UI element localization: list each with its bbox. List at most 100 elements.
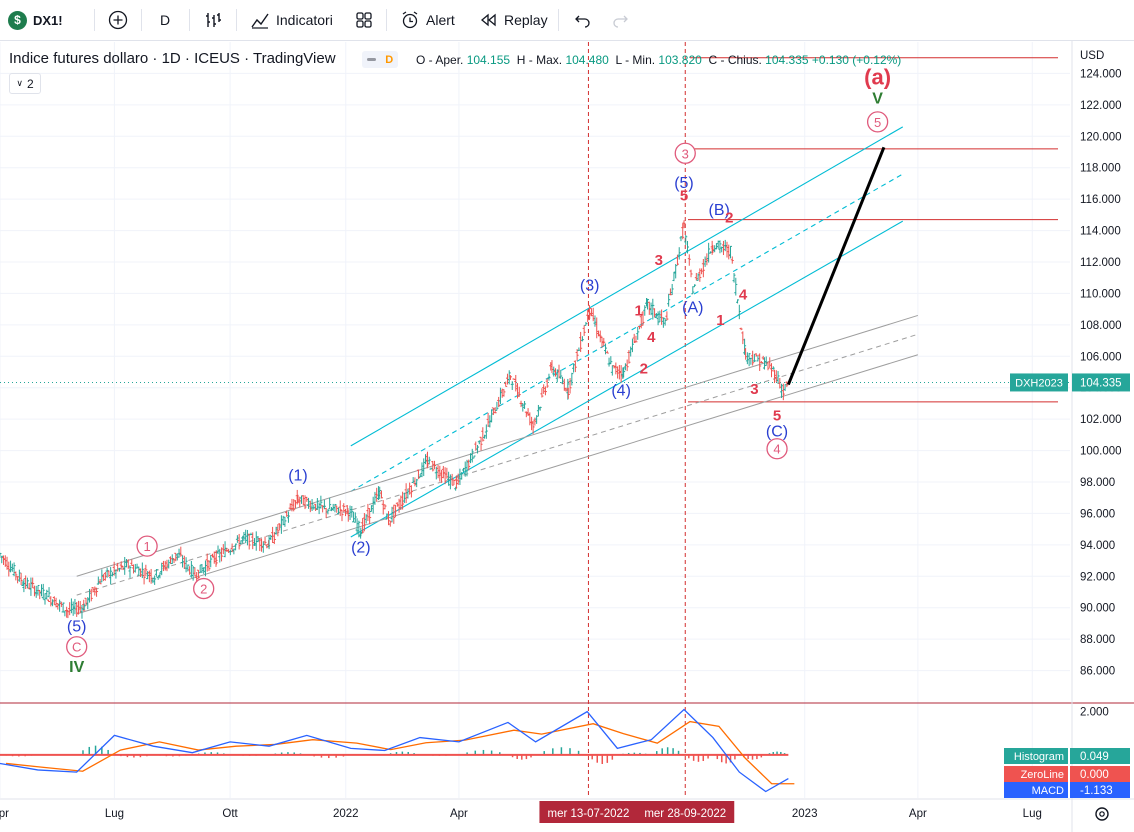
wave-label: 1 — [143, 539, 150, 554]
zeroline-value: 0.000 — [1080, 769, 1109, 781]
horizontal-lines — [0, 57, 1070, 403]
date-marker-label: mer 13-07-2022 — [548, 808, 630, 820]
wave-label: C — [72, 640, 81, 655]
time-tick-label: 2023 — [792, 808, 818, 820]
wave-label: 4 — [647, 329, 656, 346]
toolbar-divider — [236, 9, 237, 31]
alert-button[interactable]: Alert — [400, 0, 455, 40]
time-tick-label: Ott — [222, 808, 238, 820]
time-tick-label: Apr — [0, 808, 9, 820]
interval-button[interactable]: D — [160, 0, 170, 40]
templates-button[interactable] — [354, 0, 374, 40]
macd-value: -1.133 — [1080, 785, 1113, 797]
vertical-date-markers — [587, 42, 686, 798]
date-marker-badge — [539, 801, 638, 823]
macd-name: MACD — [1032, 785, 1064, 797]
high-value: 104.480 — [565, 53, 609, 67]
chart-type-button[interactable] — [203, 0, 223, 40]
legend-collapse-button[interactable]: ∨ 2 — [9, 73, 41, 94]
price-tick-label: 102.000 — [1080, 414, 1122, 426]
price-tick-label: 86.000 — [1080, 666, 1115, 678]
histogram-value: 0.049 — [1080, 751, 1109, 763]
compare-button[interactable] — [108, 0, 128, 40]
wave-label: 1 — [635, 302, 643, 319]
redo-button[interactable] — [610, 0, 630, 40]
price-tick-label: 94.000 — [1080, 540, 1115, 552]
zeroline-name-badge — [1004, 766, 1068, 782]
wave-circle-marker — [766, 438, 788, 460]
symbol-search-button[interactable]: $ DX1! — [8, 0, 63, 40]
indicators-icon — [251, 13, 269, 29]
price-tick-label: 118.000 — [1080, 163, 1121, 175]
wave-label: (C) — [766, 423, 788, 440]
zeroline-value-badge — [1070, 766, 1130, 782]
price-tick-label: 108.000 — [1080, 320, 1122, 332]
price-tick-label: 120.000 — [1080, 131, 1122, 143]
time-tick-label: Lug — [105, 808, 124, 820]
wave-label: 2 — [725, 210, 733, 227]
market-status-badge[interactable]: D — [362, 51, 398, 68]
wave-label: (A) — [682, 299, 703, 316]
toolbar-divider — [558, 9, 559, 31]
redo-icon — [613, 15, 628, 28]
histogram-name-badge — [1004, 748, 1068, 764]
price-tick-label: 92.000 — [1080, 571, 1115, 583]
undo-button[interactable] — [573, 0, 593, 40]
settings-gear-icon[interactable] — [1095, 807, 1109, 821]
histogram-value-badge — [1070, 748, 1130, 764]
macd-value-badge — [1070, 782, 1130, 798]
wave-label: 5 — [874, 115, 881, 130]
price-tick-label: 100.000 — [1080, 446, 1122, 458]
alert-label: Alert — [426, 12, 455, 28]
wave-circle-marker — [866, 111, 889, 133]
price-tick-label: 110.000 — [1080, 288, 1121, 300]
low-label: L - Min. — [615, 53, 656, 67]
plus-circle-icon — [108, 10, 128, 30]
wave-label: 4 — [773, 442, 780, 457]
price-tick-label: 90.000 — [1080, 603, 1115, 615]
gear-ring — [1095, 807, 1109, 821]
wave-label: 2 — [640, 361, 648, 378]
last-price-name: DXH2023 — [1015, 377, 1063, 389]
wave-label: (2) — [351, 540, 371, 557]
price-tick-label: 106.000 — [1080, 351, 1122, 363]
legend-title: Indice futures dollaro · 1D · ICEUS · Tr… — [9, 50, 336, 67]
indicators-button[interactable]: Indicatori — [250, 0, 333, 40]
date-marker-badge — [636, 801, 735, 823]
price-tick-label: 88.000 — [1080, 634, 1115, 646]
histogram-name: Histogram — [1014, 751, 1064, 763]
signal-line — [5, 720, 795, 785]
axis-badges: DXH2023 104.335 Histogram 0.049 ZeroLine 0.00… — [1004, 373, 1130, 821]
high-label: H - Max. — [516, 53, 563, 67]
alarm-clock-icon — [402, 11, 418, 29]
date-marker-label: mer 28-09-2022 — [644, 808, 726, 820]
chart-grid — [0, 42, 1134, 798]
wave-label: (a) — [864, 64, 891, 89]
layout-grid-icon — [356, 12, 372, 28]
replay-button[interactable]: Replay — [478, 0, 548, 40]
cyan-channel-mid — [350, 173, 904, 492]
chevron-down-icon: ∨ — [16, 78, 23, 88]
price-tick-label: 98.000 — [1080, 477, 1115, 489]
price-tick-label: 124.000 — [1080, 68, 1122, 80]
price-tick-label: 96.000 — [1080, 508, 1115, 520]
indicators-label: Indicatori — [276, 12, 333, 28]
toolbar-divider — [189, 9, 190, 31]
time-tick-label: Lug — [1023, 808, 1042, 820]
wave-label: 3 — [655, 252, 663, 269]
last-price-value-badge — [1072, 373, 1130, 392]
wave-circle-marker — [674, 142, 696, 164]
wave-label: V — [872, 90, 883, 107]
grey-channel-lower — [76, 354, 919, 615]
wave-label: (3) — [580, 277, 600, 294]
time-tick-label: 2022 — [333, 808, 359, 820]
price-tick-label: 122.000 — [1080, 100, 1122, 112]
wave-label: (B) — [709, 202, 730, 219]
price-axis: USD 124.000 122.000 120.000 118.000 116.000 11… — [1071, 40, 1122, 832]
wave-labels: (5)CIV12(1)(2)(3)(4)12343(5)5(B)2(A)4135… — [66, 64, 891, 676]
price-tick-label: 112.000 — [1080, 257, 1121, 269]
price-tick-label: 116.000 — [1080, 194, 1121, 206]
toolbar-divider — [94, 9, 95, 31]
zeroline-name: ZeroLine — [1021, 769, 1064, 781]
